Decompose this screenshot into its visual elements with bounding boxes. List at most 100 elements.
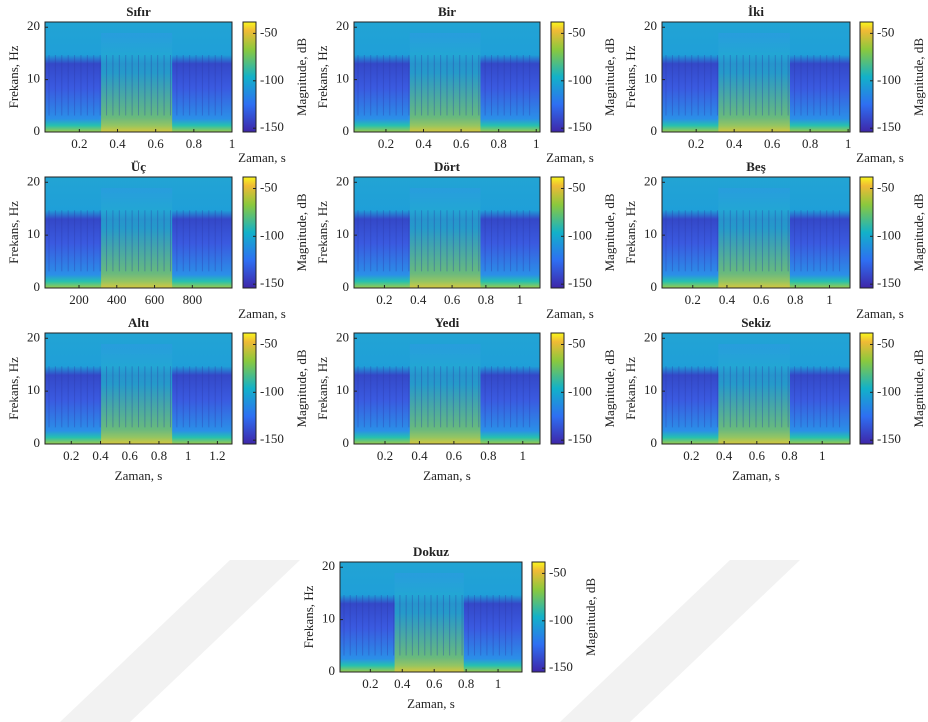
y-axis-label: Frekans, Hz xyxy=(6,357,21,420)
x-tick-label: 0.2 xyxy=(378,136,394,151)
x-tick-label: 1 xyxy=(516,292,523,307)
panel: Üç 200 400 600 800 0 10 20 Zaman, s Frekans, Hz -5… xyxy=(6,159,309,321)
x-tick-label: 0.4 xyxy=(410,292,427,307)
colorbar-tick-label: -50 xyxy=(568,24,585,39)
x-axis-label: Zaman, s xyxy=(115,468,163,483)
x-tick-label: 0.8 xyxy=(787,292,803,307)
x-tick-label: 0.6 xyxy=(446,448,463,463)
x-axis-label: Zaman, s xyxy=(856,150,904,165)
x-tick-label: 0.6 xyxy=(453,136,470,151)
colorbar-tick-label: -100 xyxy=(877,72,901,87)
x-tick-label: 0.8 xyxy=(186,136,202,151)
x-tick-label: 0.2 xyxy=(688,136,704,151)
y-tick-label: 20 xyxy=(27,18,40,33)
y-tick-label: 10 xyxy=(27,382,40,397)
speech-region xyxy=(409,344,481,444)
y-tick-label: 20 xyxy=(644,173,657,188)
colorbar xyxy=(243,22,256,132)
colorbar-tick-label: -100 xyxy=(260,383,284,398)
x-tick-label: 600 xyxy=(145,292,165,307)
y-tick-label: 10 xyxy=(644,71,657,86)
x-tick-label: 0.6 xyxy=(749,448,766,463)
colorbar-tick-label: -50 xyxy=(549,564,566,579)
watermark xyxy=(60,560,800,722)
y-axis-label: Frekans, Hz xyxy=(315,201,330,264)
axes-frame xyxy=(44,176,233,289)
x-tick-label: 1 xyxy=(826,292,833,307)
colorbar-frame xyxy=(531,561,546,673)
y-tick-label: 0 xyxy=(651,435,658,450)
y-tick-label: 20 xyxy=(27,173,40,188)
colorbar-tick-label: -50 xyxy=(877,179,894,194)
x-tick-label: 0.2 xyxy=(63,448,79,463)
speech-region xyxy=(101,344,173,444)
y-tick-label: 0 xyxy=(343,435,350,450)
axes-frame xyxy=(661,176,851,289)
colorbar-tick-label: -100 xyxy=(877,383,901,398)
y-tick-label: 10 xyxy=(336,382,349,397)
y-tick-label: 10 xyxy=(27,71,40,86)
colorbar-tick-label: -50 xyxy=(260,24,277,39)
x-tick-label: 0.4 xyxy=(92,448,109,463)
axes-frame xyxy=(353,176,541,289)
y-tick-label: 0 xyxy=(34,123,41,138)
y-tick-label: 0 xyxy=(651,279,658,294)
colorbar-label: Magnitude, dB xyxy=(602,349,617,427)
speech-region xyxy=(409,33,481,132)
colorbar-tick-label: -150 xyxy=(877,431,901,446)
colorbar-frame xyxy=(550,21,565,133)
colorbar-frame xyxy=(242,332,257,445)
colorbar xyxy=(243,177,256,288)
colorbar-label: Magnitude, dB xyxy=(911,38,926,116)
colorbar xyxy=(551,22,564,132)
colorbar-label: Magnitude, dB xyxy=(911,193,926,271)
colorbar xyxy=(551,177,564,288)
y-axis-label: Frekans, Hz xyxy=(6,201,21,264)
colorbar-label: Magnitude, dB xyxy=(583,578,598,656)
colorbar xyxy=(860,177,873,288)
y-tick-label: 10 xyxy=(336,226,349,241)
colorbar-frame xyxy=(242,176,257,289)
axes-frame xyxy=(44,332,233,445)
x-tick-label: 0.8 xyxy=(480,448,496,463)
speech-region xyxy=(101,33,173,132)
x-tick-label: 0.4 xyxy=(719,292,736,307)
x-tick-label: 1 xyxy=(845,136,852,151)
x-tick-label: 1 xyxy=(520,448,527,463)
colorbar-tick-label: -100 xyxy=(568,227,592,242)
panel-title: Sekiz xyxy=(741,315,771,330)
panel-title: İki xyxy=(748,4,764,19)
x-tick-label: 0.6 xyxy=(753,292,770,307)
colorbar-tick-label: -50 xyxy=(568,335,585,350)
y-axis-label: Frekans, Hz xyxy=(315,357,330,420)
colorbar-tick-label: -100 xyxy=(877,227,901,242)
axes-frame xyxy=(661,21,851,133)
x-tick-label: 1 xyxy=(185,448,192,463)
x-tick-label: 800 xyxy=(183,292,203,307)
x-tick-label: 0.8 xyxy=(802,136,818,151)
colorbar-frame xyxy=(859,176,874,289)
panel-title: Yedi xyxy=(435,315,460,330)
colorbar-tick-label: -50 xyxy=(568,179,585,194)
x-axis-label: Zaman, s xyxy=(238,150,286,165)
y-tick-label: 0 xyxy=(651,123,658,138)
x-tick-label: 0.2 xyxy=(685,292,701,307)
x-tick-label: 0.6 xyxy=(122,448,139,463)
x-axis-label: Zaman, s xyxy=(856,306,904,321)
colorbar-tick-label: -150 xyxy=(260,119,284,134)
x-tick-label: 0.6 xyxy=(764,136,781,151)
x-tick-label: 0.4 xyxy=(109,136,126,151)
x-tick-label: 0.8 xyxy=(491,136,507,151)
panel-title: Üç xyxy=(131,159,146,174)
x-tick-label: 1 xyxy=(533,136,540,151)
x-axis-label: Zaman, s xyxy=(546,150,594,165)
x-tick-label: 0.6 xyxy=(444,292,461,307)
y-tick-label: 20 xyxy=(644,18,657,33)
x-tick-label: 0.8 xyxy=(478,292,494,307)
colorbar-label: Magnitude, dB xyxy=(294,38,309,116)
x-tick-label: 1 xyxy=(495,676,502,691)
